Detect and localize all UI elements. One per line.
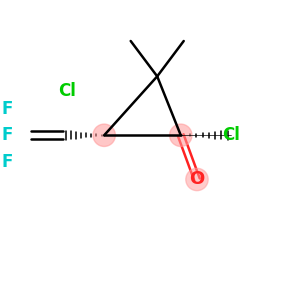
Text: O: O [189,170,205,188]
Text: Cl: Cl [58,82,76,100]
Circle shape [186,168,208,191]
Text: F: F [1,153,13,171]
Text: F: F [1,100,13,118]
Circle shape [93,124,116,146]
Circle shape [169,124,192,146]
Text: Cl: Cl [222,126,240,144]
Text: F: F [1,126,13,144]
